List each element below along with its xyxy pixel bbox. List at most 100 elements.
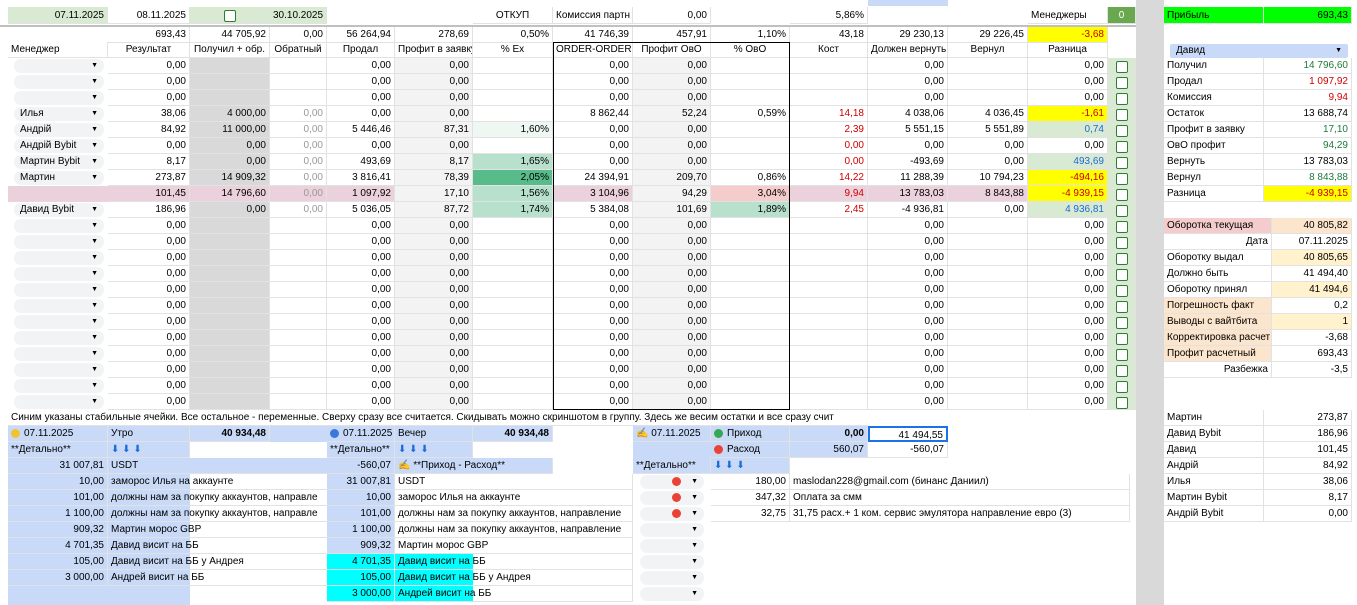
evening-text[interactable]: USDT	[395, 474, 633, 490]
manager-select[interactable]: Андрій	[14, 123, 104, 137]
row-checkbox[interactable]	[1116, 269, 1128, 281]
data-cell[interactable]: 3 104,96	[553, 186, 633, 202]
data-cell[interactable]: 0,00	[108, 250, 190, 266]
data-cell[interactable]: 3,04%	[711, 186, 790, 202]
evening-value[interactable]: 10,00	[327, 490, 395, 506]
data-cell[interactable]: 0,00	[395, 234, 473, 250]
data-cell[interactable]	[190, 298, 270, 314]
data-cell[interactable]: 0,00	[327, 346, 395, 362]
evening-text[interactable]: Мартин морос GBP	[395, 538, 633, 554]
data-cell[interactable]	[711, 266, 790, 282]
manager-select[interactable]	[14, 363, 104, 377]
third-value[interactable]: 32,75	[711, 506, 790, 522]
row-checkbox[interactable]	[1116, 285, 1128, 297]
data-cell[interactable]: 14,22	[790, 170, 868, 186]
data-cell[interactable]	[948, 74, 1028, 90]
data-cell[interactable]	[270, 218, 327, 234]
manager-select[interactable]: Илья	[14, 107, 104, 121]
data-cell[interactable]: 0,00	[868, 298, 948, 314]
data-cell[interactable]	[711, 250, 790, 266]
data-cell[interactable]: 0,00	[395, 378, 473, 394]
data-cell[interactable]: 0,00	[395, 106, 473, 122]
manager-select[interactable]	[14, 251, 104, 265]
data-cell[interactable]: 0,00	[1028, 138, 1108, 154]
data-cell[interactable]: 0,00	[633, 234, 711, 250]
data-cell[interactable]: 11 000,00	[190, 122, 270, 138]
row-checkbox[interactable]	[1116, 205, 1128, 217]
data-cell[interactable]	[270, 58, 327, 74]
data-cell[interactable]: 0,00	[327, 218, 395, 234]
morning-value[interactable]: 4 701,35	[8, 538, 108, 554]
data-cell[interactable]	[473, 138, 553, 154]
data-cell[interactable]: 0,00	[553, 138, 633, 154]
data-cell[interactable]	[473, 378, 553, 394]
data-cell[interactable]	[270, 234, 327, 250]
data-cell[interactable]	[473, 362, 553, 378]
data-cell[interactable]: 17,10	[395, 186, 473, 202]
data-cell[interactable]: 0,00	[108, 362, 190, 378]
row-checkbox[interactable]	[1116, 397, 1128, 409]
manager-select[interactable]: Андрій Bybit	[14, 139, 104, 153]
data-cell[interactable]: 0,00	[108, 234, 190, 250]
data-cell[interactable]: 84,92	[108, 122, 190, 138]
data-cell[interactable]: 1,56%	[473, 186, 553, 202]
data-cell[interactable]: 0,00	[270, 106, 327, 122]
morning-date[interactable]: 07.11.2025	[8, 426, 108, 442]
data-cell[interactable]: 0,00	[108, 346, 190, 362]
morning-value[interactable]: 101,00	[8, 490, 108, 506]
manager-select[interactable]	[14, 347, 104, 361]
data-cell[interactable]: 3 816,41	[327, 170, 395, 186]
data-cell[interactable]: 0,00	[270, 170, 327, 186]
data-cell[interactable]: 0,00	[553, 122, 633, 138]
data-cell[interactable]: 0,00	[1028, 266, 1108, 282]
data-cell[interactable]: 0,00	[395, 90, 473, 106]
data-cell[interactable]	[473, 234, 553, 250]
data-cell[interactable]	[473, 74, 553, 90]
data-cell[interactable]	[270, 282, 327, 298]
data-cell[interactable]: 5 551,89	[948, 122, 1028, 138]
data-cell[interactable]	[790, 218, 868, 234]
data-cell[interactable]: 0,00	[327, 314, 395, 330]
evening-text[interactable]: должны нам за покупку аккаунтов, направл…	[395, 506, 633, 522]
data-cell[interactable]: 10 794,23	[948, 170, 1028, 186]
expense-select[interactable]	[640, 587, 704, 601]
data-cell[interactable]: 0,00	[633, 346, 711, 362]
data-cell[interactable]: 0,00	[327, 138, 395, 154]
data-cell[interactable]	[948, 250, 1028, 266]
data-cell[interactable]: 0,00	[633, 154, 711, 170]
data-cell[interactable]	[948, 394, 1028, 410]
data-cell[interactable]: 0,00	[327, 90, 395, 106]
expense-select[interactable]	[640, 555, 704, 569]
data-cell[interactable]	[790, 90, 868, 106]
data-cell[interactable]: 0,00	[108, 74, 190, 90]
top-checkbox[interactable]	[224, 10, 236, 22]
evening-value[interactable]: 1 100,00	[327, 522, 395, 538]
data-cell[interactable]: 0,00	[270, 138, 327, 154]
data-cell[interactable]	[790, 298, 868, 314]
data-cell[interactable]: 0,00	[553, 378, 633, 394]
data-cell[interactable]	[948, 362, 1028, 378]
data-cell[interactable]	[711, 314, 790, 330]
data-cell[interactable]: 1,74%	[473, 202, 553, 218]
data-cell[interactable]: 0,00	[1028, 234, 1108, 250]
top-date-1[interactable]: 07.11.2025	[8, 7, 108, 24]
data-cell[interactable]	[270, 90, 327, 106]
third-text[interactable]: 31,75 расх.+ 1 ком. сервис эмулятора нап…	[790, 506, 1130, 522]
data-cell[interactable]: 0,00	[1028, 218, 1108, 234]
data-cell[interactable]: -493,69	[868, 154, 948, 170]
data-cell[interactable]	[190, 362, 270, 378]
data-cell[interactable]: 11 288,39	[868, 170, 948, 186]
data-cell[interactable]: 0,00	[633, 282, 711, 298]
data-cell[interactable]: 493,69	[327, 154, 395, 170]
data-cell[interactable]: 0,00	[1028, 298, 1108, 314]
data-cell[interactable]: 0,00	[327, 74, 395, 90]
row-checkbox[interactable]	[1116, 93, 1128, 105]
data-cell[interactable]: 0,00	[327, 298, 395, 314]
data-cell[interactable]: 87,72	[395, 202, 473, 218]
row-checkbox[interactable]	[1116, 77, 1128, 89]
morning-text[interactable]: Андрей висит на ББ	[108, 570, 328, 586]
data-cell[interactable]: 0,74	[1028, 122, 1108, 138]
third-text[interactable]: maslodan228@gmail.com (бинанс Даниил)	[790, 474, 1130, 490]
data-cell[interactable]: 0,00	[553, 74, 633, 90]
data-cell[interactable]	[790, 378, 868, 394]
